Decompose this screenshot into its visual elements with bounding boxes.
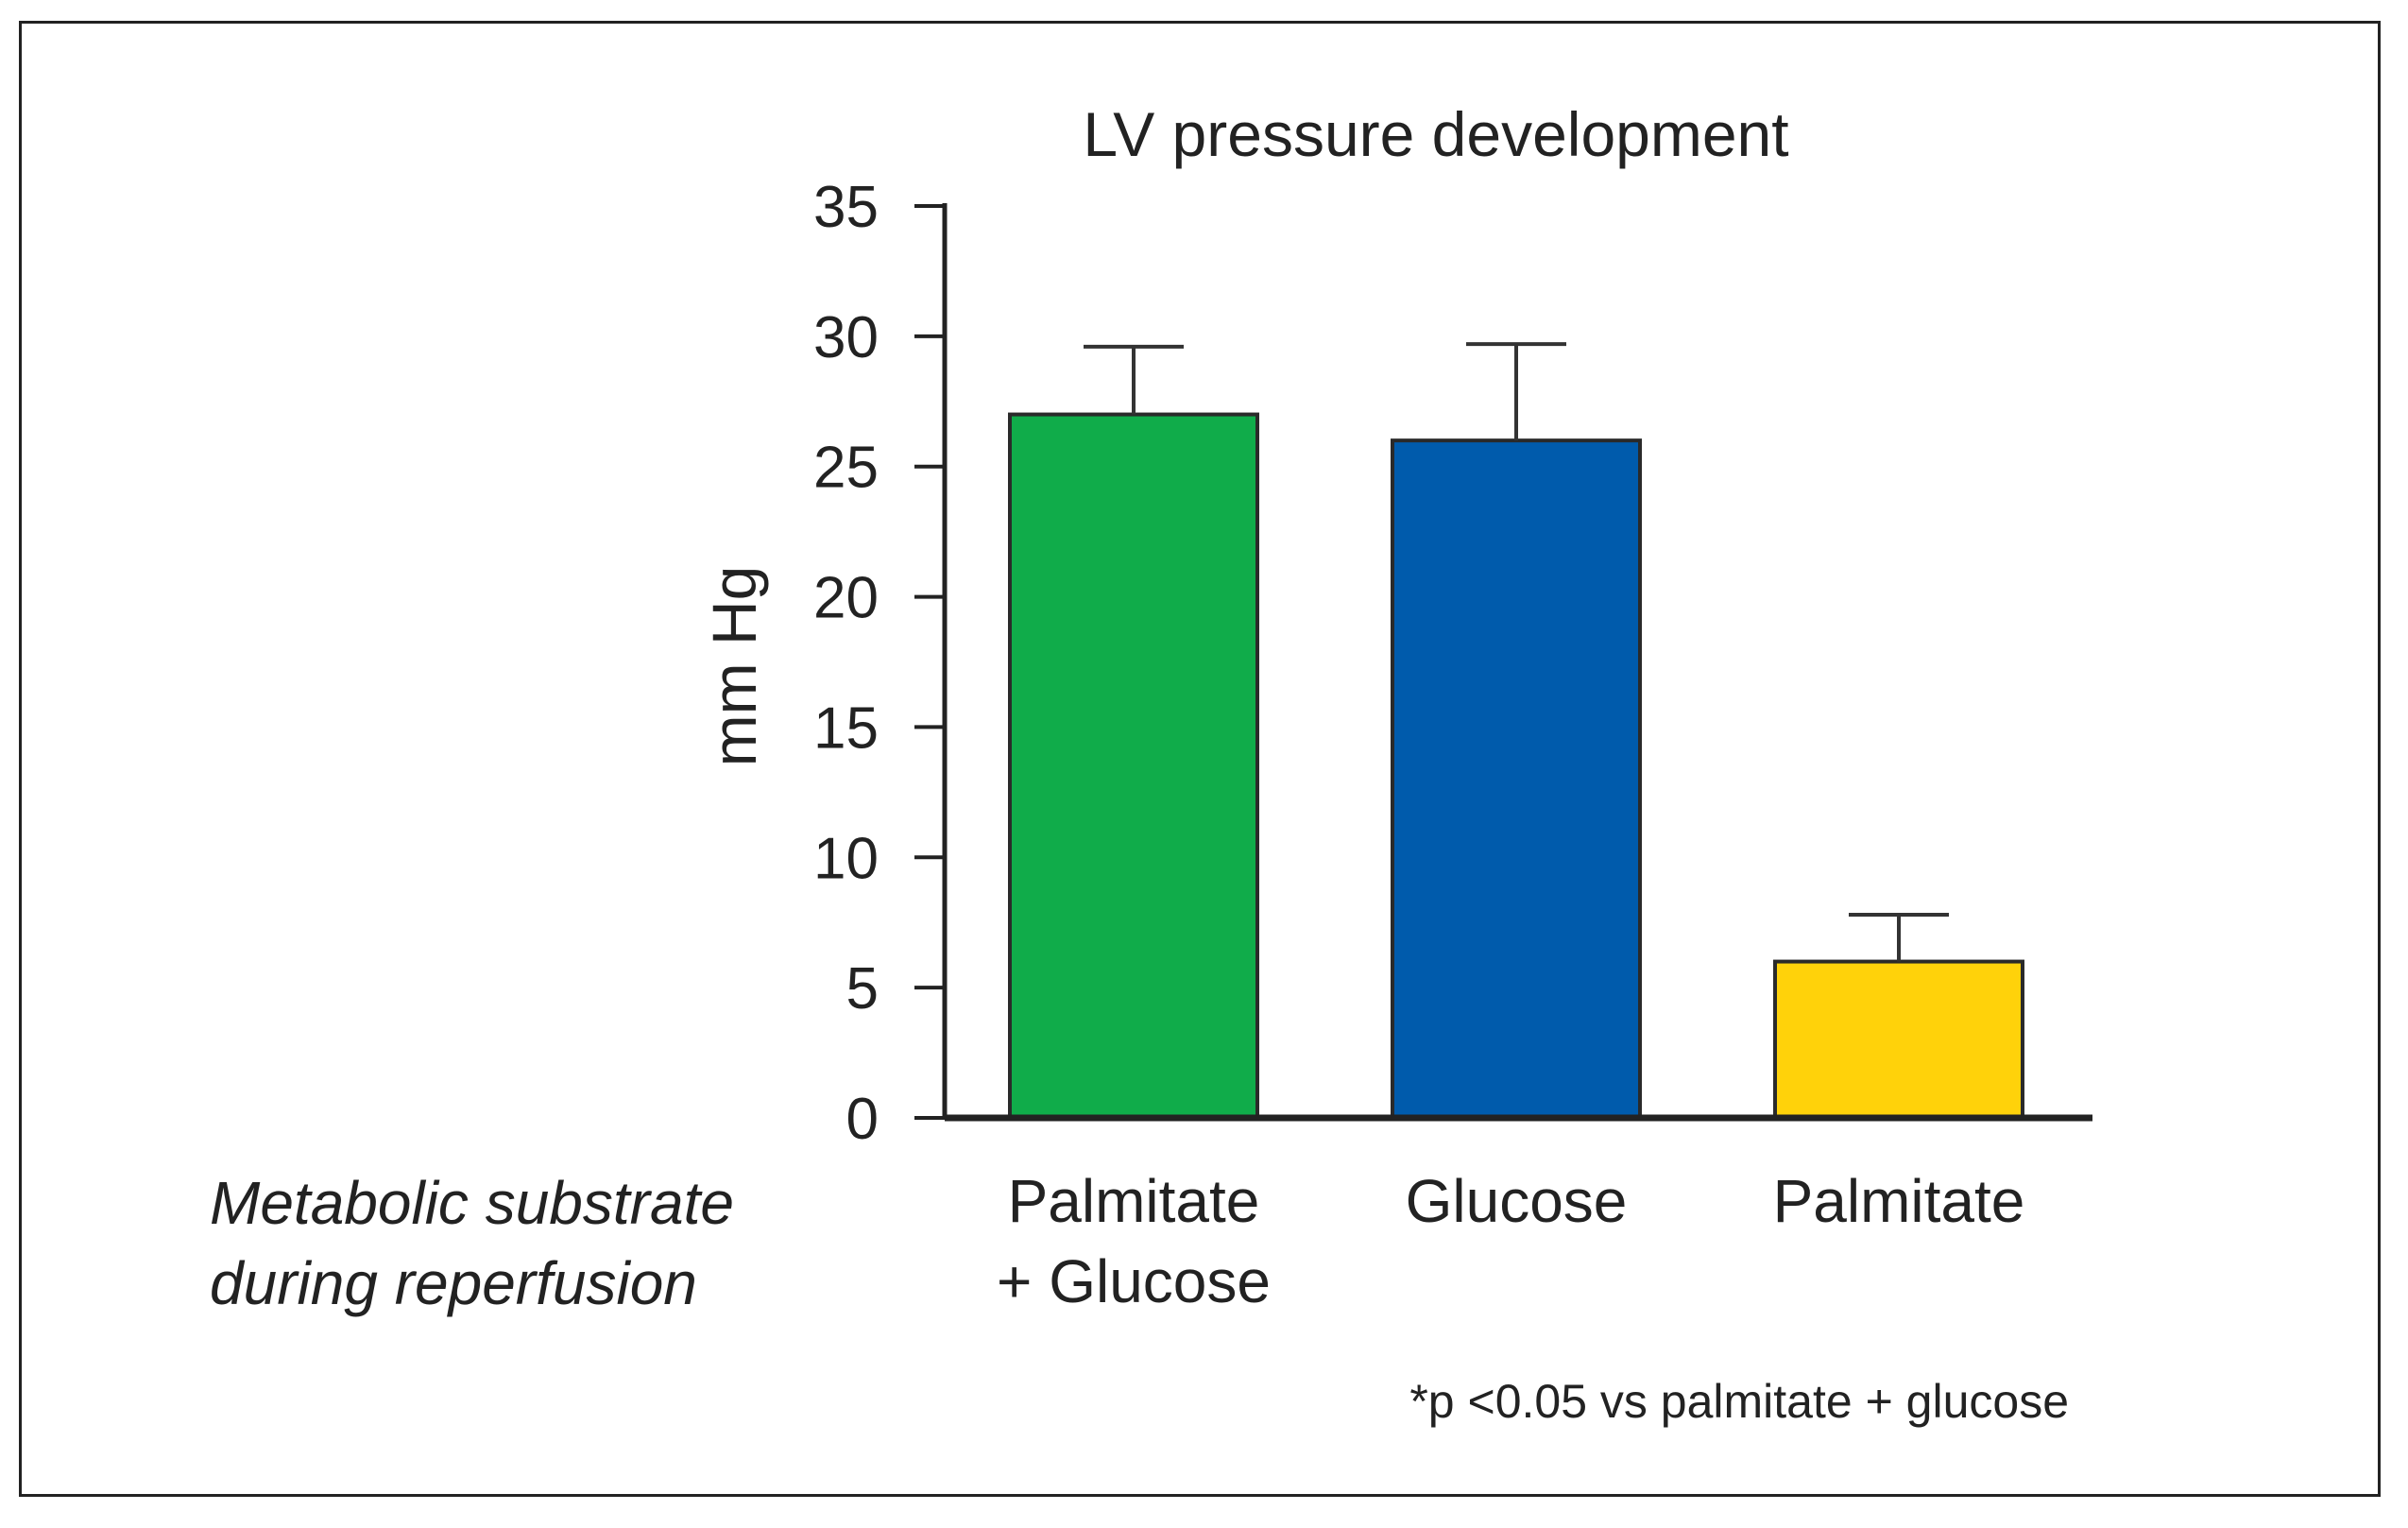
- y-tick-label: 10: [813, 826, 879, 891]
- bar: [1008, 412, 1259, 1121]
- y-axis-label: mm Hg: [699, 566, 769, 767]
- error-bars: [1084, 342, 1949, 962]
- y-tick-label: 5: [846, 956, 879, 1022]
- y-tick-label: 20: [813, 566, 879, 631]
- y-tick-label: 0: [846, 1087, 879, 1152]
- x-axis-label-line-2: during reperfusion: [210, 1249, 697, 1317]
- y-tick-label: 30: [813, 305, 879, 370]
- x-axis-label-line-1: Metabolic substrate: [210, 1169, 734, 1237]
- y-tick-label: 15: [813, 695, 879, 761]
- y-tick-label: 25: [813, 436, 879, 501]
- bars: [1008, 412, 2024, 1121]
- x-category-labels: Palmitate + Glucose Glucose Palmitate: [997, 1167, 2024, 1315]
- x-category-label: Palmitate: [1773, 1167, 2025, 1235]
- chart-title: LV pressure development: [1083, 99, 1788, 169]
- bar: [1391, 438, 1642, 1120]
- bar: [1773, 959, 2024, 1120]
- footnote: *p <0.05 vs palmitate + glucose: [1409, 1375, 2069, 1428]
- x-category-label: Palmitate: [1008, 1167, 1260, 1235]
- y-axis-ticks: 0 5 10 15 20 25 30 35: [813, 175, 945, 1152]
- x-category-label: + Glucose: [997, 1247, 1271, 1315]
- x-category-label: Glucose: [1406, 1167, 1628, 1235]
- y-tick-label: 35: [813, 175, 879, 240]
